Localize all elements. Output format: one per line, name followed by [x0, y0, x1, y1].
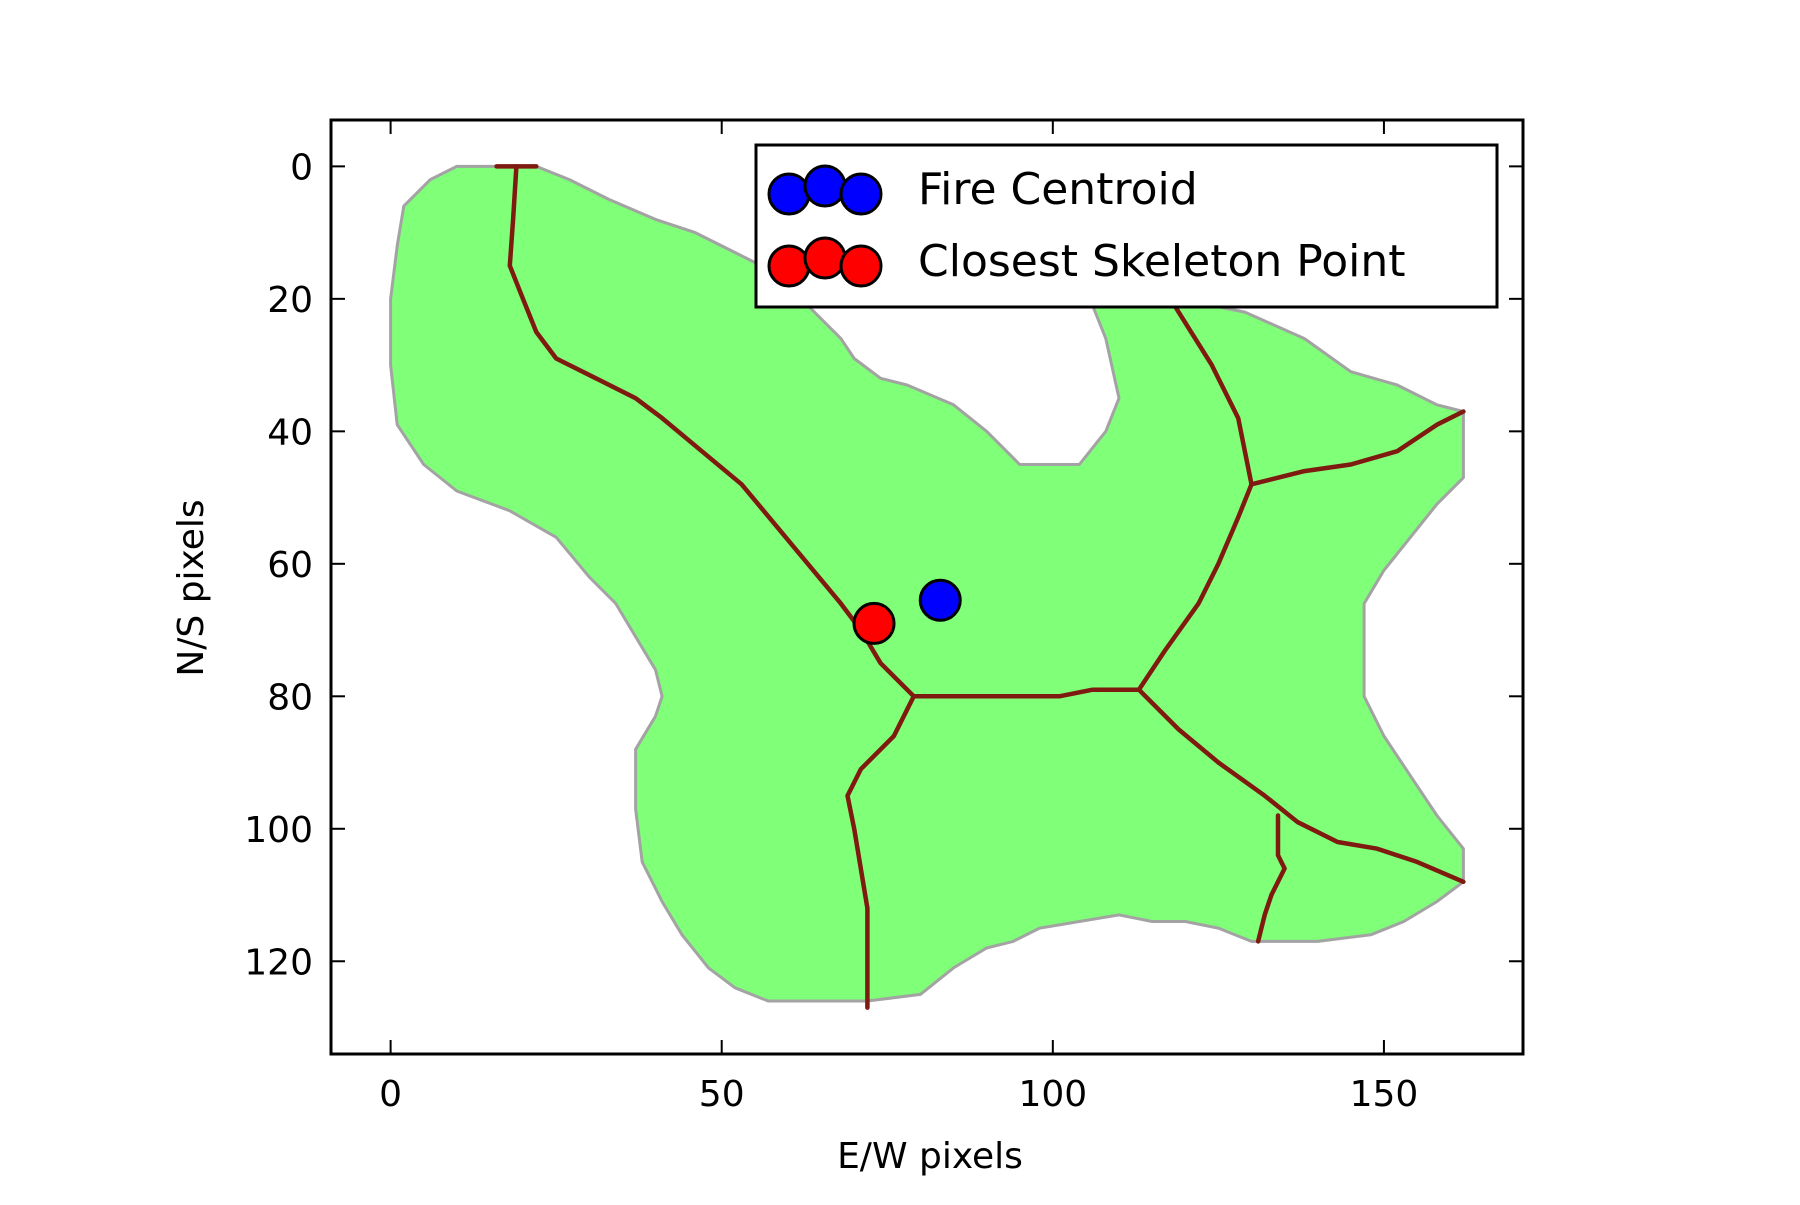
legend-marker-icon — [803, 164, 847, 208]
marker-layer — [852, 578, 962, 645]
y-tick-label: 60 — [267, 545, 313, 586]
fire-centroid-marker — [918, 578, 962, 622]
y-tick-label: 20 — [267, 280, 313, 321]
x-tick-label: 50 — [699, 1074, 745, 1115]
legend-marker-icon — [767, 172, 811, 216]
skeleton-branch-5 — [1136, 482, 1254, 692]
legend-box — [754, 143, 1499, 309]
skeleton-branch-9 — [1255, 813, 1287, 944]
x-tick-label: 100 — [1018, 1074, 1087, 1115]
x-axis-label: E/W pixels — [837, 1136, 1023, 1177]
skeleton-branch-2 — [507, 164, 917, 699]
skeleton-branch-7 — [1249, 409, 1466, 487]
y-tick-label: 80 — [267, 677, 313, 718]
x-tick-label: 150 — [1350, 1074, 1419, 1115]
plot-frame — [329, 118, 1525, 1056]
x-tick-label: 0 — [379, 1074, 402, 1115]
skeleton-branch-8 — [1136, 687, 1466, 885]
y-tick-label: 120 — [244, 942, 313, 983]
y-axis-label: N/S pixels — [171, 499, 212, 676]
legend-marker-icon — [839, 172, 883, 216]
legend-marker-icon — [767, 244, 811, 288]
legend-label: Closest Skeleton Point — [918, 236, 1406, 287]
skeleton-branch-3 — [845, 694, 917, 1010]
legend-marker-icon — [803, 236, 847, 280]
y-tick-label: 0 — [290, 147, 313, 188]
legend-label: Fire Centroid — [918, 164, 1198, 215]
legend-marker-icon — [839, 244, 883, 288]
legend: Fire Centroid Closest Skeleton Point — [754, 143, 1499, 309]
y-tick-label: 100 — [244, 810, 313, 851]
closest-skeleton-point-marker — [852, 601, 896, 645]
skeleton-layer — [494, 164, 1466, 1010]
y-tick-label: 40 — [267, 412, 313, 453]
skeleton-branch-4 — [911, 687, 1142, 699]
axes-layer: 0 50 100 150 0 20 40 60 80 100 120 — [244, 118, 1525, 1115]
